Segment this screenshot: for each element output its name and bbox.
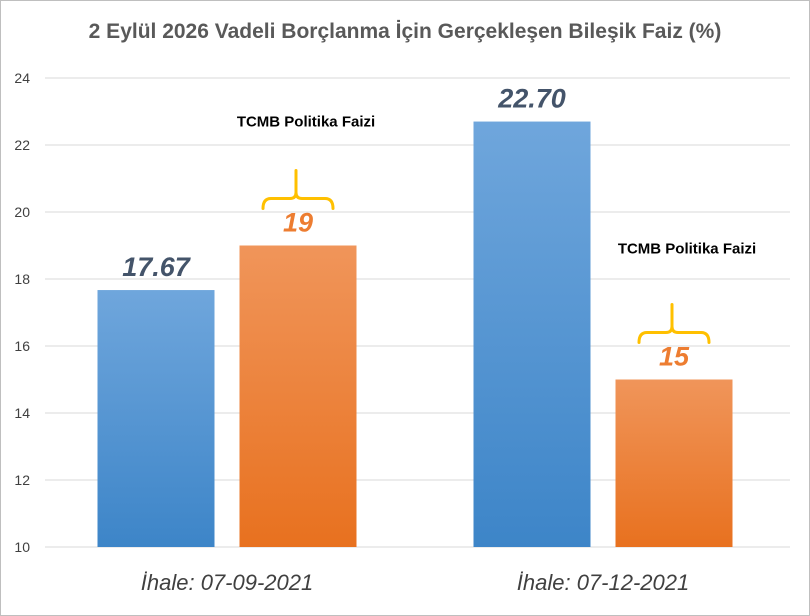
- bar-series-0-category-0: [97, 290, 215, 547]
- y-tick-label: 14: [14, 405, 30, 421]
- data-label: 19: [283, 208, 313, 238]
- y-tick-label: 24: [14, 70, 30, 86]
- y-tick-label: 16: [14, 338, 30, 354]
- data-label: 22.70: [497, 84, 566, 114]
- y-tick-label: 18: [14, 271, 30, 287]
- politika-faizi-brace: TCMB Politika Faizi: [618, 241, 756, 344]
- data-label: 15: [659, 342, 690, 372]
- annotation-text: TCMB Politika Faizi: [237, 114, 375, 131]
- annotation-text: TCMB Politika Faizi: [618, 241, 756, 258]
- x-category-label: İhale: 07-12-2021: [517, 570, 689, 595]
- annotations: TCMB Politika Faizi TCMB Politika Faizi: [237, 114, 756, 344]
- bar-series-0-category-1: [473, 121, 591, 548]
- data-label: 17.67: [122, 252, 192, 282]
- y-tick-label: 12: [14, 472, 30, 488]
- brace-icon: [261, 169, 335, 210]
- y-tick-label: 20: [14, 204, 30, 220]
- brace-icon: [637, 303, 711, 344]
- bar-series-1-category-1: [615, 379, 733, 547]
- x-category-label: İhale: 07-09-2021: [141, 570, 313, 595]
- y-tick-label: 22: [14, 137, 30, 153]
- chart-title: 2 Eylül 2026 Vadeli Borçlanma İçin Gerçe…: [88, 20, 722, 43]
- gridlines: [45, 77, 790, 548]
- politika-faizi-brace: TCMB Politika Faizi: [237, 114, 375, 210]
- bar-series-1-category-0: [239, 245, 357, 547]
- data-labels: 17.67 22.70 19 15: [122, 84, 690, 372]
- y-tick-label: 10: [14, 539, 30, 555]
- x-axis-categories: İhale: 07-09-2021 İhale: 07-12-2021: [141, 570, 689, 595]
- bars: [97, 121, 733, 548]
- y-axis-ticks: 10 12 14 16 18 20 22 24: [14, 70, 30, 555]
